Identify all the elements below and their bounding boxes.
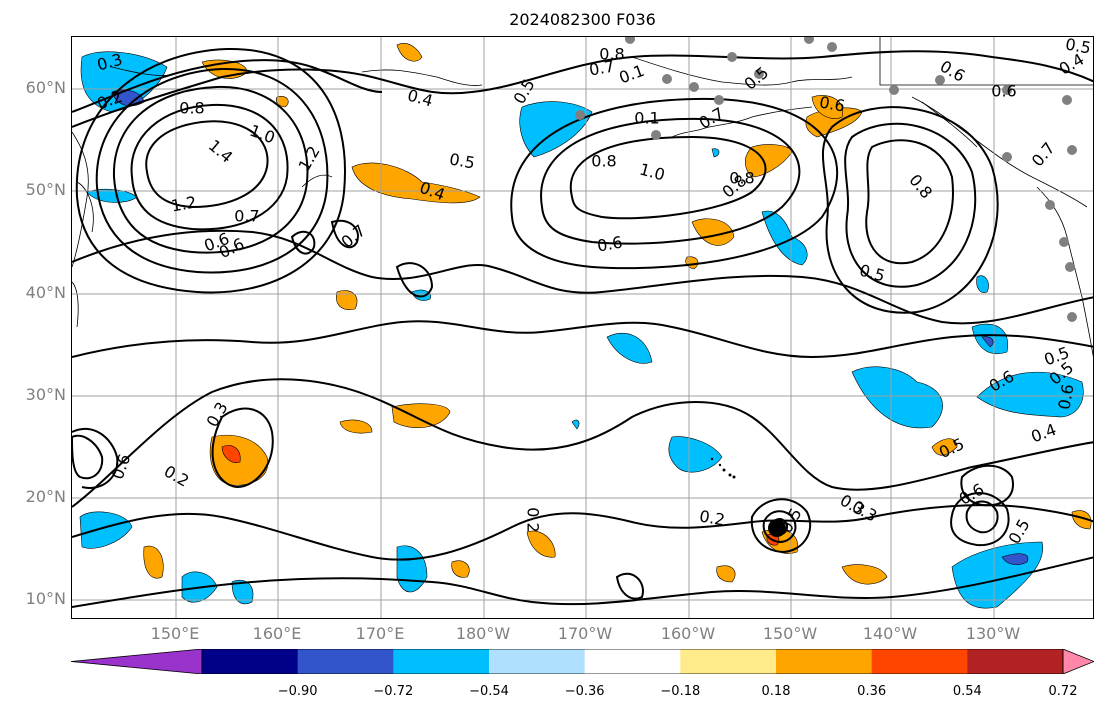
colorbar-cells [71, 649, 1094, 674]
gridlines [72, 37, 1093, 618]
contour-label: 1.4 [205, 136, 237, 167]
colorbar [71, 649, 1094, 674]
lat-label-30n: 30°N [25, 385, 66, 404]
contour-label: 0.7 [234, 207, 259, 226]
contour-label: 0.7 [588, 56, 616, 79]
contour-lines [72, 47, 1093, 608]
negative-anomaly-shading [79, 51, 1084, 609]
lon-label-180w: 180°W [455, 624, 511, 643]
contour-label: 0.6 [818, 92, 846, 115]
colorbar-tick-label: 0.18 [761, 684, 791, 699]
colorbar-cell [584, 649, 681, 674]
colorbar-left-extension [71, 649, 203, 674]
colorbar-tick-label: −0.54 [469, 684, 509, 699]
island-chain [710, 457, 736, 479]
lon-label-150w: 150°W [762, 624, 818, 643]
map-canvas: 0.30.2 0.81.01.41.21.20.70.60.6 0.70.40.50… [72, 37, 1093, 618]
lon-label-170w: 170°W [557, 624, 613, 643]
storm-center-marker [768, 519, 786, 537]
contour-label: 0.8 [591, 152, 616, 171]
contour-label: 0.5 [1064, 37, 1092, 58]
lon-label-160w: 160°W [660, 624, 716, 643]
contour-label: 0.7 [1028, 139, 1059, 171]
colorbar-cell [776, 649, 873, 674]
colorbar-cell [489, 649, 586, 674]
contour-label: 0.8 [179, 99, 204, 118]
colorbar-cell [871, 649, 968, 674]
contour-label: 0.3 [203, 399, 232, 431]
colorbar-cell [297, 649, 394, 674]
contour-label: 0.2 [524, 507, 543, 532]
positive-anomaly-shading [143, 43, 1092, 585]
colorbar-tick-label: −0.90 [277, 684, 318, 699]
contour-label: 0.5 [936, 434, 967, 462]
contour-label: 1.2 [295, 143, 324, 175]
lat-label-40n: 40°N [25, 283, 66, 302]
contour-label: 0.8 [729, 169, 754, 188]
colorbar-cell [202, 649, 299, 674]
colorbar-frame [201, 649, 1064, 674]
colorbar-cell [967, 649, 1064, 674]
colorbar-right-extension [1062, 649, 1094, 674]
contour-label: 0.5 [510, 76, 539, 108]
lat-label-10n: 10°N [25, 589, 66, 608]
lon-label-140w: 140°W [862, 624, 918, 643]
colorbar-tick-label: 0.36 [857, 684, 887, 699]
contour-label: 0.2 [698, 506, 726, 529]
contour-label: 0.6 [596, 232, 624, 255]
contour-label: 0.8 [599, 45, 624, 64]
map-plot-area: 0.3 0.2 0.8 1.0 1.4 1.2 1.2 0.7 0.6 0.6 0.7 0.4 0.5 0… [71, 36, 1094, 619]
contour-labels: 0.30.2 0.81.01.41.21.20.70.60.6 0.70.40.50… [94, 37, 1092, 547]
colorbar-tick-label: −0.18 [660, 684, 701, 699]
lat-label-50n: 50°N [25, 180, 66, 199]
colorbar-cell [393, 649, 490, 674]
lon-label-150e: 150°E [150, 624, 200, 643]
contour-label: 0.7 [338, 221, 370, 252]
colorbar-tick-label: −0.72 [373, 684, 414, 699]
contour-label: 1.2 [170, 192, 198, 215]
contour-label: 0.6 [991, 82, 1016, 101]
contour-label: 0.5 [448, 149, 476, 172]
station-markers [575, 37, 1077, 322]
lon-label-160e: 160°E [252, 624, 302, 643]
figure-title: 2024082300 F036 [509, 10, 656, 29]
lat-label-60n: 60°N [25, 78, 66, 97]
colorbar-tick-label: 0.72 [1048, 684, 1078, 699]
contour-label: 0.2 [161, 462, 193, 491]
contour-label: 0.5 [858, 261, 888, 286]
lat-label-20n: 20°N [25, 487, 66, 506]
contour-label: 0.6 [1054, 383, 1077, 411]
colorbar-cell [680, 649, 777, 674]
colorbar-tick-label: 0.54 [952, 684, 982, 699]
contour-label: 0.7 [696, 104, 728, 133]
lon-label-130w: 130°W [965, 624, 1021, 643]
contour-label: 0.1 [634, 109, 659, 128]
contour-label: 0.8 [905, 171, 936, 203]
colorbar-tick-label: −0.36 [564, 684, 605, 699]
lon-label-170e: 170°E [355, 624, 405, 643]
contour-label: 1.0 [638, 160, 668, 185]
